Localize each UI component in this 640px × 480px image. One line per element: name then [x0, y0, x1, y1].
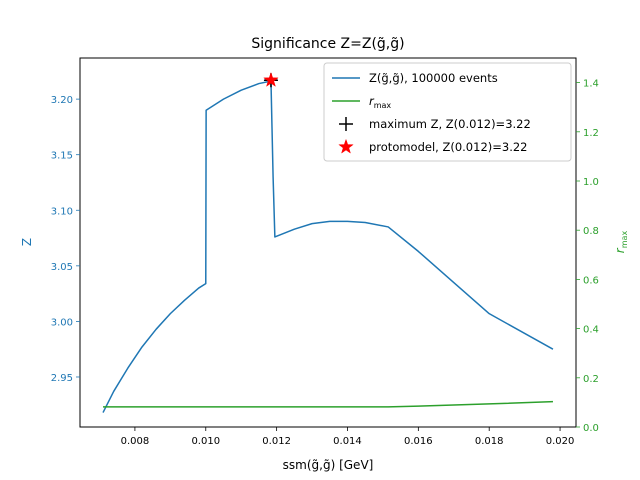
- protomodel-star-marker: [263, 71, 279, 87]
- x-axis-label: ssm(g̃,g̃) [GeV]: [283, 458, 374, 472]
- left-tick-label: 3.10: [51, 206, 73, 217]
- left-tick-label: 3.15: [51, 151, 73, 162]
- left-axis-label: Z: [20, 238, 34, 246]
- right-tick-label: 0.2: [583, 374, 599, 385]
- right-tick-label: 1.4: [583, 79, 599, 90]
- right-tick-label: 0.0: [583, 423, 599, 434]
- legend-box: [323, 62, 572, 162]
- left-tick-label: 3.05: [51, 262, 73, 273]
- x-tick-label: 0.020: [546, 436, 575, 447]
- right-axis-label: rmax: [613, 231, 629, 254]
- x-tick-label: 0.016: [404, 436, 433, 447]
- x-tick-label: 0.008: [121, 436, 150, 447]
- left-tick-label: 2.95: [51, 373, 73, 384]
- legend-label-main: r: [369, 94, 375, 108]
- legend-handle-max: [339, 117, 353, 131]
- right-tick-label: 1.2: [583, 128, 599, 139]
- x-tick-label: 0.018: [475, 436, 504, 447]
- legend-label-max: maximum Z, Z(0.012)=3.22: [369, 117, 531, 131]
- legend-handle-proto: [338, 138, 354, 154]
- right-axis-label-main: r: [613, 247, 627, 253]
- plot-frame: [79, 57, 577, 428]
- legend-label-z: Z(g̃,g̃), 100000 events: [369, 71, 498, 85]
- legend-label-proto: protomodel, Z(0.012)=3.22: [369, 140, 528, 154]
- left-tick-label: 3.00: [51, 317, 73, 328]
- chart-title: Significance Z=Z(g̃,g̃): [251, 36, 404, 52]
- left-tick-label: 3.20: [51, 95, 73, 106]
- series-line-rmax: [103, 400, 553, 408]
- plot-area: 0.008 0.010 0.012 0.014 0.016 0.018 0.020 2.95 3…: [51, 57, 599, 447]
- x-tick-label: 0.014: [333, 436, 362, 447]
- legend-label-sub: max: [374, 101, 392, 110]
- right-tick-label: 0.6: [583, 275, 599, 286]
- right-tick-label: 1.0: [583, 177, 599, 188]
- right-tick-label: 0.4: [583, 325, 599, 336]
- right-tick-label: 0.8: [583, 226, 599, 237]
- x-tick-label: 0.012: [262, 436, 291, 447]
- right-axis-label-sub: max: [620, 231, 629, 249]
- legend: Z(g̃,g̃), 100000 events rmax maximum Z, Z(…: [323, 62, 572, 162]
- x-tick-label: 0.010: [191, 436, 220, 447]
- legend-label-r: rmax: [369, 94, 391, 110]
